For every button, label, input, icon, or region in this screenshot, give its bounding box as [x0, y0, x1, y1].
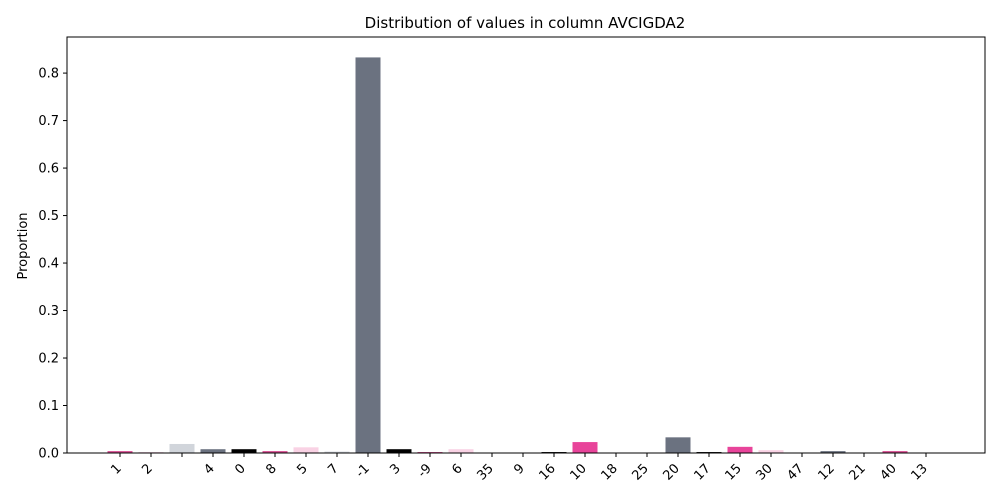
x-tick-label: 25 — [630, 461, 652, 483]
x-tick-label: 21 — [847, 461, 869, 483]
chart-title: Distribution of values in column AVCIGDA… — [365, 14, 686, 32]
bar-2 — [169, 443, 195, 453]
x-tick-label: 10 — [568, 461, 590, 483]
x-tick-label: 7 — [325, 461, 341, 477]
x-tick-label: 16 — [537, 461, 559, 483]
x-tick-label: 8 — [263, 461, 279, 477]
bar-21 — [758, 450, 784, 453]
bar-6 — [293, 447, 319, 453]
bar-3 — [200, 449, 226, 453]
bar-4 — [231, 449, 257, 453]
x-tick-label: 9 — [511, 461, 527, 477]
x-tick-label: 0 — [232, 461, 248, 477]
bar-15 — [572, 442, 598, 453]
bars-group — [107, 57, 939, 454]
x-tick-label: 5 — [294, 461, 310, 477]
y-tick-label: 0.4 — [38, 257, 59, 272]
bar-20 — [727, 446, 753, 453]
bar-9 — [386, 449, 412, 453]
x-tick-label: 35 — [475, 461, 497, 483]
x-tick-label: -9 — [415, 461, 435, 481]
bar-23 — [820, 451, 846, 453]
x-tick-label: 1 — [108, 461, 124, 477]
y-tick-label: 0.0 — [38, 447, 59, 462]
bar-25 — [882, 451, 908, 453]
x-tick-label: 3 — [387, 461, 403, 477]
y-tick-label: 0.7 — [38, 114, 59, 129]
x-tick-label: 20 — [661, 461, 683, 483]
bar-8 — [355, 57, 381, 454]
x-tick-label: 4 — [201, 461, 217, 477]
bar-18 — [665, 437, 691, 453]
y-ticks-group: 0.0 0.1 0.2 0.3 0.4 0.5 0.6 0.7 0.8 — [38, 67, 67, 462]
y-tick-label: 0.8 — [38, 67, 59, 82]
y-tick-label: 0.6 — [38, 162, 59, 177]
y-tick-label: 0.5 — [38, 209, 59, 224]
x-tick-label: 18 — [599, 461, 621, 483]
x-tick-label: 12 — [816, 461, 838, 483]
x-tick-label: 15 — [723, 461, 745, 483]
x-tick-label: 40 — [878, 461, 900, 483]
y-tick-label: 0.1 — [38, 399, 59, 414]
y-tick-label: 0.3 — [38, 304, 59, 319]
bar-5 — [262, 451, 288, 453]
y-tick-label: 0.2 — [38, 352, 59, 367]
x-tick-label: 17 — [692, 461, 714, 483]
x-tick-label: 47 — [785, 461, 807, 483]
x-tick-label: 6 — [449, 461, 465, 477]
plot-frame — [66, 36, 986, 454]
x-tick-label: 30 — [754, 461, 776, 483]
bar-7 — [324, 451, 350, 453]
x-tick-label: 13 — [909, 461, 931, 483]
y-axis-label: Proportion — [16, 212, 31, 279]
x-tick-label: 2 — [139, 461, 155, 477]
x-ticks-group: 1 2 4 0 8 5 7 -1 3 -9 6 35 9 16 10 18 25 20 17 15 30 47 12 21 40… — [108, 453, 931, 484]
bar-0 — [107, 451, 133, 453]
bar-11 — [448, 449, 474, 453]
x-tick-label: -1 — [353, 461, 373, 481]
